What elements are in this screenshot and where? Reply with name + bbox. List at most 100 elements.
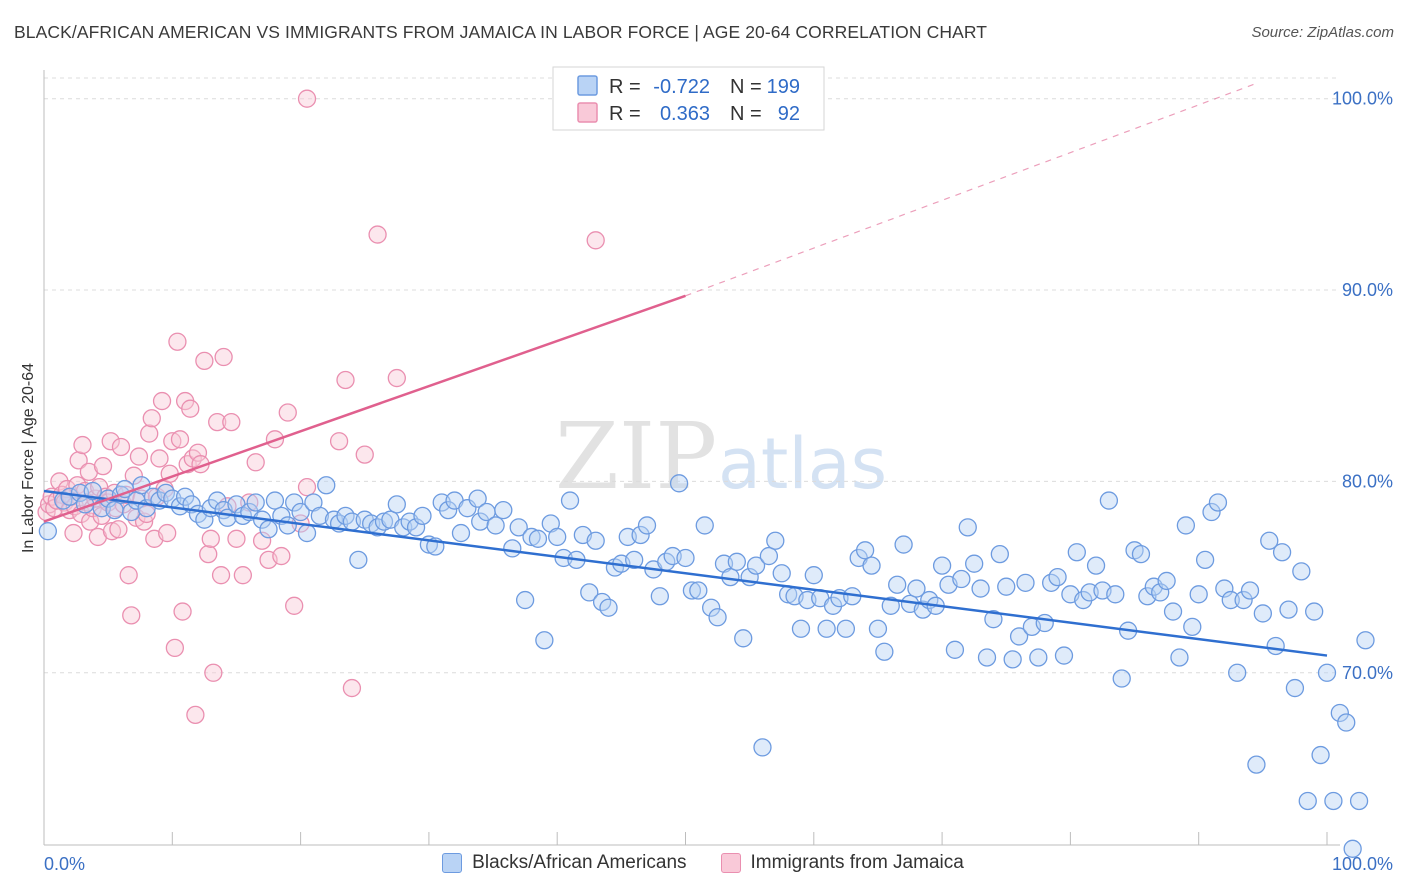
data-point-black	[278, 516, 297, 535]
data-point-black	[259, 520, 278, 539]
data-point-black	[1337, 713, 1356, 732]
data-point-black	[984, 610, 1003, 629]
data-point-black	[438, 500, 458, 520]
data-point-black	[494, 500, 513, 520]
data-point-black	[977, 648, 997, 667]
legend-n-label-2: N =	[730, 103, 762, 125]
data-point-black	[888, 575, 907, 594]
data-point-jamaica	[201, 529, 220, 548]
data-point-black	[586, 531, 605, 550]
data-point-black	[291, 502, 310, 522]
data-point-jamaica	[285, 596, 304, 615]
data-point-jamaica	[124, 466, 143, 485]
data-point-jamaica	[150, 449, 169, 468]
data-point-black	[625, 550, 644, 570]
data-point-black	[1356, 631, 1375, 650]
data-point-jamaica	[204, 663, 223, 682]
data-point-black	[580, 583, 599, 602]
data-point-jamaica	[368, 225, 387, 244]
legend-item-blacks: Blacks/African Americans	[442, 852, 687, 874]
legend-n-value-2: 92	[778, 103, 800, 125]
data-point-jamaica	[336, 370, 355, 390]
trend-extension-jamaica	[685, 82, 1257, 297]
legend-r-label-2: R =	[609, 103, 641, 125]
series-jamaica-points	[37, 89, 605, 725]
data-point-black	[1260, 531, 1279, 550]
data-point-jamaica	[214, 347, 233, 367]
data-point-jamaica	[297, 478, 317, 497]
data-point-black	[522, 527, 541, 547]
data-point-black	[952, 569, 971, 589]
data-point-black	[451, 523, 471, 543]
data-point-jamaica	[227, 529, 246, 548]
data-point-black	[1048, 567, 1067, 587]
data-point-black	[1029, 648, 1048, 667]
data-point-jamaica	[81, 512, 100, 531]
data-point-black	[682, 581, 702, 600]
data-point-black	[208, 491, 227, 510]
y-tick-labels: 70.0% 80.0% 90.0% 100.0%	[1332, 89, 1393, 683]
data-point-black	[310, 506, 329, 526]
trend-line-black	[43, 489, 1328, 657]
data-point-black	[599, 598, 618, 617]
data-point-black	[1247, 755, 1266, 774]
data-point-black	[406, 518, 426, 537]
data-point-black	[868, 619, 888, 638]
data-point-jamaica	[165, 638, 185, 658]
data-point-jamaica	[129, 447, 149, 466]
data-point-black	[297, 523, 317, 543]
data-point-black	[1215, 579, 1234, 598]
data-point-black	[1324, 791, 1343, 811]
x-tick-label-max: 100.0%	[1332, 854, 1393, 874]
data-point-black	[285, 493, 304, 512]
data-point-black	[1349, 791, 1369, 811]
data-point-black	[1279, 600, 1298, 619]
data-point-black	[317, 476, 336, 495]
data-point-jamaica	[168, 332, 187, 351]
data-point-black	[945, 640, 965, 659]
data-point-jamaica	[387, 368, 406, 388]
data-point-black	[965, 554, 984, 573]
data-point-black	[997, 577, 1016, 596]
x-tick-label-min: 0.0%	[44, 854, 85, 874]
data-point-jamaica	[272, 546, 291, 566]
data-point-black	[1054, 646, 1074, 665]
data-point-black	[1163, 602, 1183, 621]
legend-r-value-1: -0.722	[653, 76, 710, 98]
data-point-black	[468, 489, 487, 508]
data-point-black	[1234, 590, 1253, 610]
chart-title: BLACK/AFRICAN AMERICAN VS IMMIGRANTS FRO…	[14, 22, 988, 42]
data-point-black	[855, 541, 875, 560]
data-point-black	[990, 544, 1009, 564]
data-point-black	[702, 598, 721, 617]
y-tick-label: 70.0%	[1342, 663, 1393, 683]
data-point-black	[862, 556, 881, 575]
data-point-black	[349, 550, 368, 570]
data-point-black	[503, 539, 522, 558]
data-point-black	[676, 548, 695, 568]
data-point-jamaica	[119, 566, 138, 585]
data-point-black	[1240, 581, 1260, 600]
data-point-black	[1003, 650, 1022, 669]
trend-line-jamaica	[43, 294, 686, 523]
data-point-black	[105, 500, 124, 520]
data-point-black	[1208, 493, 1228, 512]
watermark: ZIP atlas	[555, 403, 887, 510]
data-point-jamaica	[140, 424, 159, 443]
data-point-black	[246, 493, 265, 512]
legend-n-label-1: N =	[730, 76, 762, 98]
data-point-black	[1195, 550, 1215, 570]
data-point-jamaica	[101, 432, 120, 451]
y-tick-label: 80.0%	[1342, 471, 1393, 491]
data-point-jamaica	[158, 523, 177, 543]
data-point-black	[535, 631, 554, 650]
data-point-black	[1285, 678, 1305, 698]
data-point-black	[791, 619, 811, 638]
data-point-black	[881, 596, 900, 615]
data-point-black	[1067, 543, 1086, 562]
data-point-black	[1009, 627, 1029, 646]
data-point-jamaica	[50, 472, 69, 491]
data-point-jamaica	[152, 391, 172, 411]
data-point-black	[1189, 585, 1208, 604]
data-point-black	[650, 587, 669, 606]
